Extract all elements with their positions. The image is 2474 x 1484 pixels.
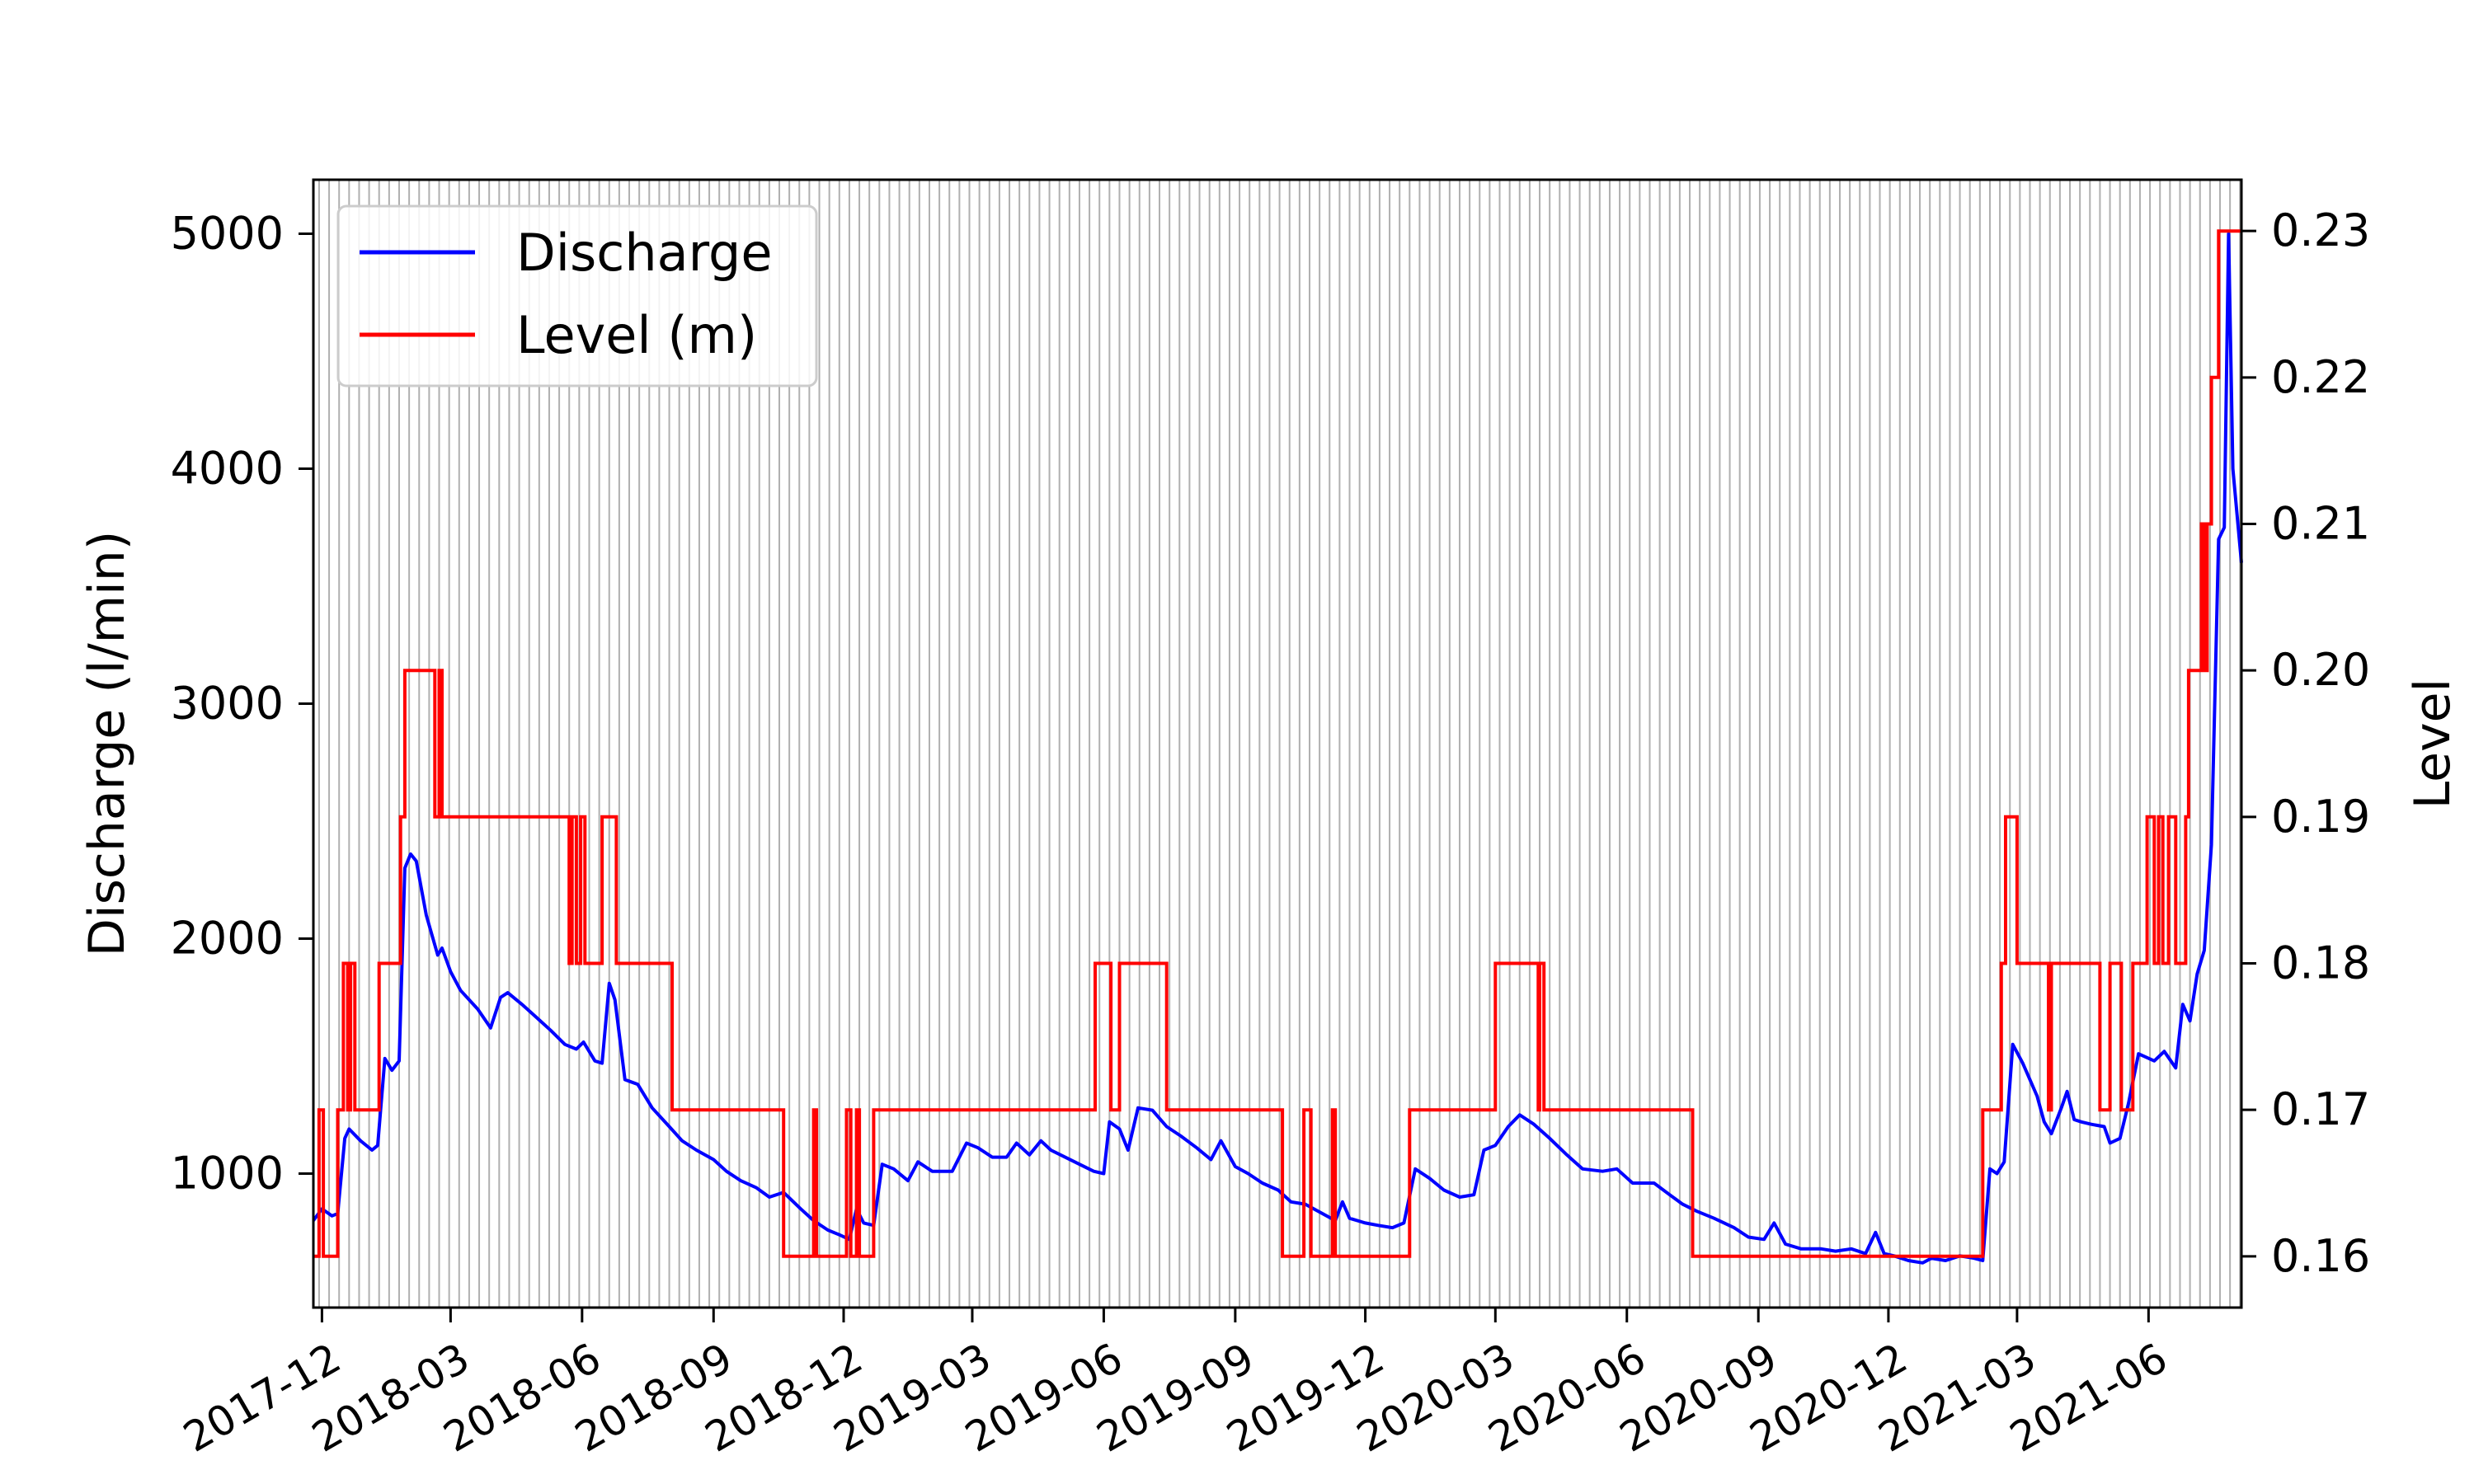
discharge-series [312, 232, 2243, 1265]
level-line [313, 229, 2241, 1258]
y2-tick-label: 0.19 [2271, 791, 2370, 843]
x-axis: 2017-122018-032018-062018-092018-122019-… [176, 1308, 2175, 1462]
y-axis-label: Discharge (l/min) [78, 531, 136, 956]
legend-label: Level (m) [516, 305, 757, 365]
y2-tick-label: 0.17 [2271, 1083, 2370, 1135]
y-tick-label: 3000 [171, 678, 284, 730]
y-tick-label: 4000 [171, 443, 284, 495]
legend: Discharge Level (m) [336, 204, 818, 387]
y-tick-label: 1000 [171, 1148, 284, 1200]
y-axis-right: 0.16 0.17 0.18 0.19 0.20 0.21 0.22 0.23 [2241, 204, 2370, 1282]
y-tick-label: 2000 [171, 913, 284, 965]
plot-frame [312, 178, 2243, 1309]
y2-axis-label: Level [2404, 679, 2462, 809]
legend-label: Discharge [516, 223, 773, 283]
level-series [313, 229, 2241, 1258]
y2-tick-label: 0.21 [2271, 498, 2370, 550]
y2-tick-label: 0.23 [2271, 204, 2370, 256]
y2-tick-label: 0.18 [2271, 937, 2370, 989]
y-axis-left: 1000 2000 3000 4000 5000 [171, 208, 313, 1200]
discharge-line [312, 232, 2243, 1265]
y2-tick-label: 0.22 [2271, 351, 2370, 403]
y2-tick-label: 0.20 [2271, 644, 2370, 696]
y2-tick-label: 0.16 [2271, 1230, 2370, 1282]
y-tick-label: 5000 [171, 208, 284, 260]
